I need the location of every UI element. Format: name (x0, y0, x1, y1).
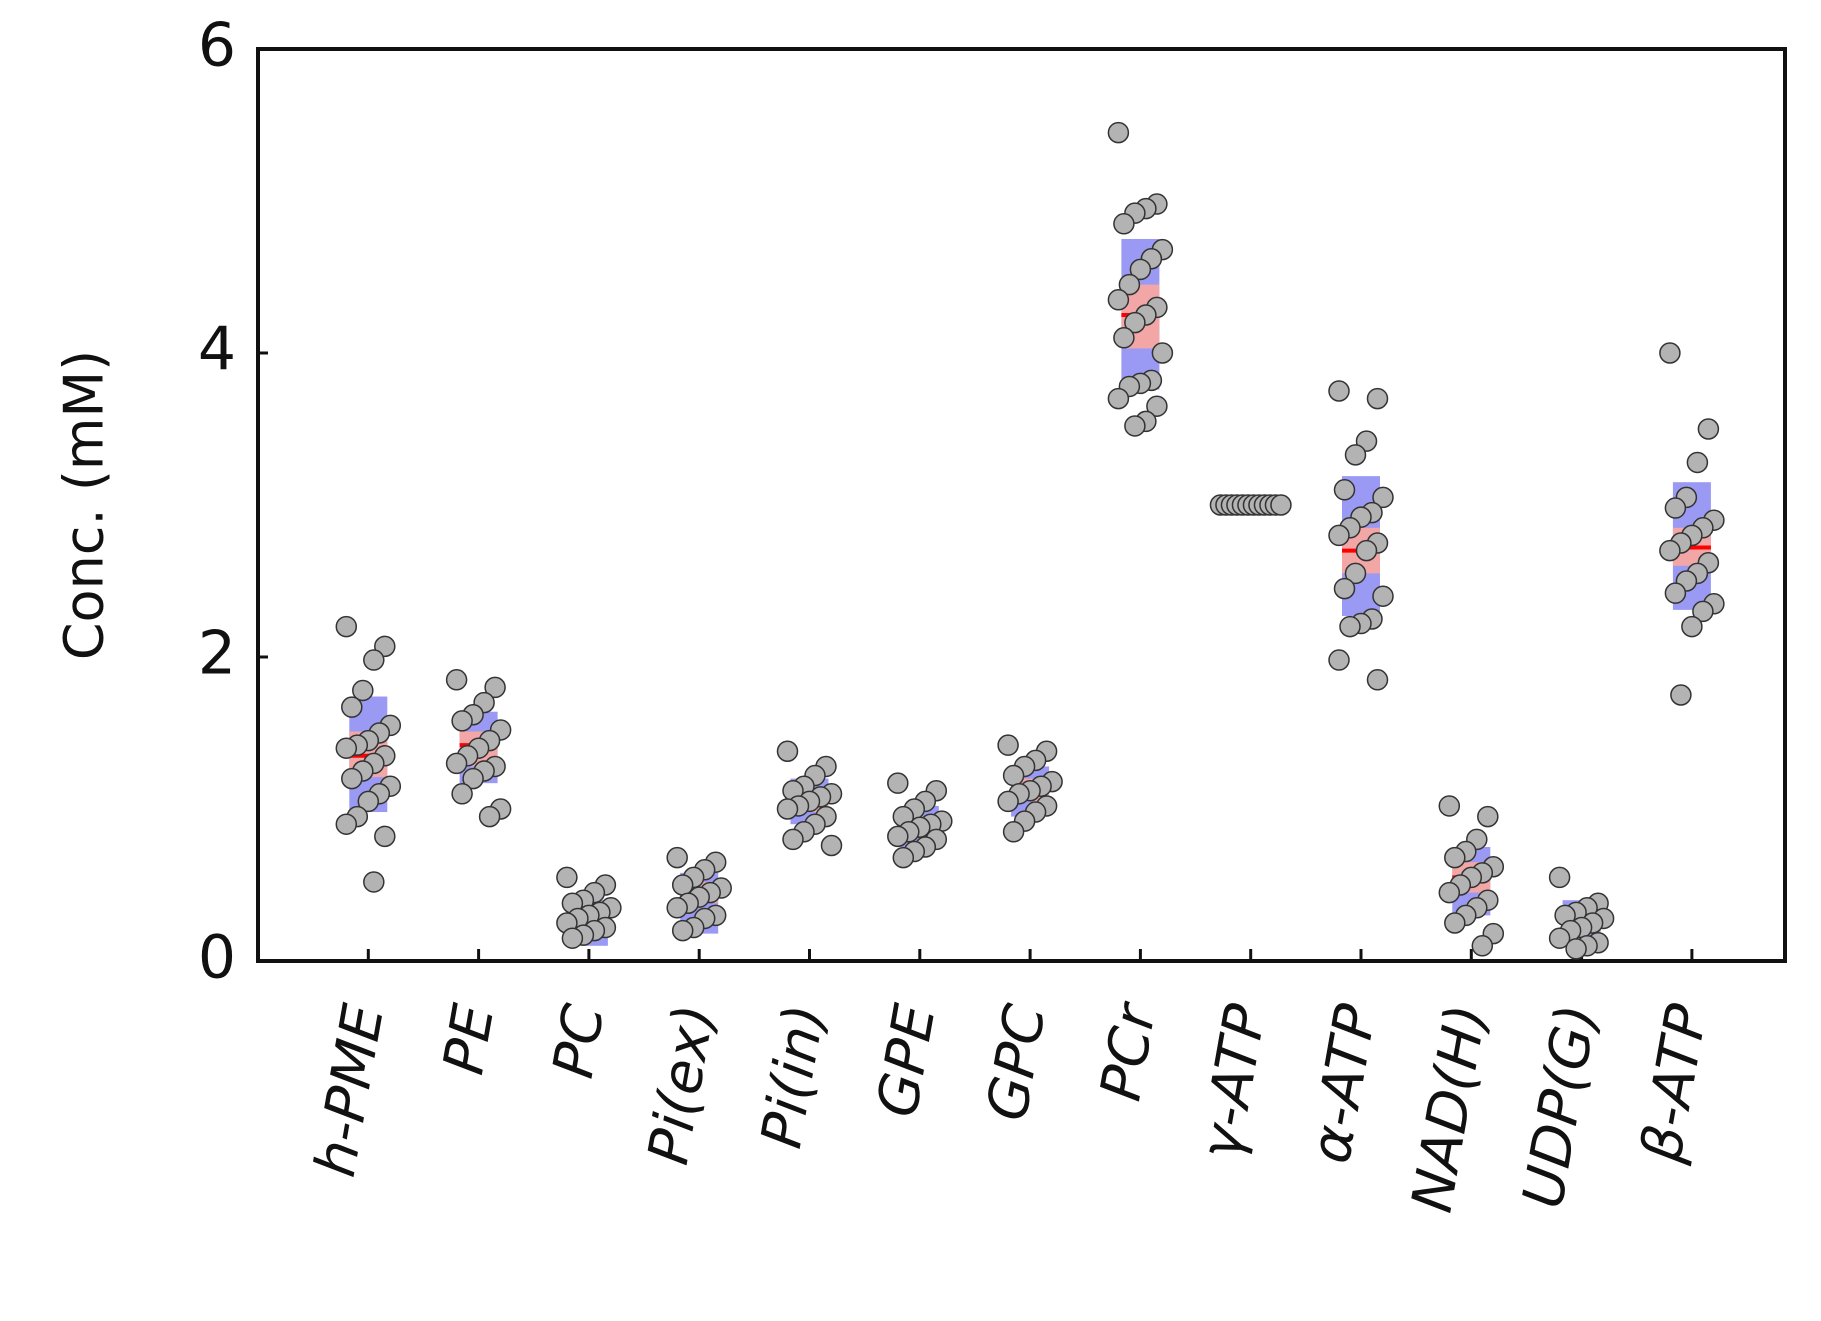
data-point (1438, 881, 1461, 904)
data-point (1107, 289, 1130, 311)
data-point (478, 805, 501, 828)
data-point (782, 828, 804, 851)
data-point (561, 927, 584, 949)
x-tick-label: GPC (975, 1000, 1059, 1126)
x-tick-label: GPE (865, 999, 949, 1122)
data-point (1344, 444, 1367, 466)
data-point (1664, 582, 1687, 604)
x-tick-label: γ-ATP (1188, 1000, 1279, 1165)
data-point (1129, 258, 1152, 281)
data-point (997, 734, 1019, 756)
plot-frame (256, 47, 1787, 963)
data-point (363, 871, 385, 893)
x-tick-label: β-ATP (1629, 1000, 1721, 1168)
data-point (1355, 539, 1378, 562)
data-point (1113, 213, 1135, 235)
data-point (1548, 866, 1571, 889)
y-tick-label: 0 (198, 923, 236, 993)
data-point (462, 767, 484, 790)
data-point (671, 874, 694, 896)
data-point (484, 676, 506, 699)
x-tick-label: Pi(ex) (636, 1000, 728, 1169)
data-point (1328, 524, 1350, 547)
data-point (1333, 577, 1356, 600)
data-point (1002, 764, 1025, 787)
data-point (1659, 539, 1681, 562)
x-tick-label: UDP(G) (1511, 1000, 1611, 1213)
data-point (671, 919, 694, 942)
data-point (1366, 669, 1389, 691)
data-point (1002, 821, 1025, 843)
data-point (820, 834, 843, 857)
data-point (1372, 486, 1394, 509)
data-point (887, 772, 909, 794)
data-point (445, 752, 468, 775)
data-point (892, 846, 915, 869)
data-point (1124, 415, 1146, 437)
x-tick-label: PE (431, 999, 507, 1079)
data-point (1659, 342, 1681, 364)
data-point (341, 696, 363, 718)
data-point (1681, 615, 1703, 638)
data-point (1477, 805, 1499, 828)
data-point (335, 615, 358, 638)
data-point (1444, 846, 1466, 869)
data-point (335, 813, 358, 835)
data-point (666, 897, 688, 919)
data-point (1372, 585, 1394, 607)
data-point (1107, 387, 1130, 410)
data-point (451, 783, 473, 805)
data-point (1118, 273, 1141, 296)
data-point (357, 790, 380, 813)
data-point (556, 866, 578, 889)
data-point (1270, 494, 1292, 516)
data-point (776, 740, 799, 762)
data-point (1438, 795, 1461, 817)
data-point (352, 679, 374, 702)
x-tick-label: h-PME (303, 999, 397, 1181)
data-point (335, 737, 358, 759)
data-point (1339, 615, 1361, 638)
data-point (1697, 418, 1720, 440)
data-point (1113, 327, 1135, 349)
data-point (1548, 927, 1571, 949)
y-tick-label: 4 (198, 315, 236, 385)
data-point (341, 767, 363, 790)
data-point (1471, 935, 1494, 957)
data-point (1366, 387, 1389, 410)
data-point (374, 825, 396, 848)
data-point (445, 669, 468, 691)
data-point (1151, 342, 1174, 364)
data-point (887, 825, 909, 848)
y-tick-label: 2 (198, 619, 236, 689)
y-tick-label: 6 (198, 11, 236, 81)
x-tick-label: PC (541, 1000, 618, 1083)
data-point (1686, 451, 1709, 474)
data-point (1146, 395, 1168, 417)
data-point (1692, 600, 1714, 623)
data-point (1344, 562, 1367, 585)
x-tick-label: PCr (1088, 997, 1169, 1106)
data-point (451, 710, 473, 732)
x-tick-label: Pi(in) (749, 1000, 838, 1153)
y-axis-label: Conc. (mM) (53, 350, 116, 660)
data-point (363, 649, 385, 671)
data-point (997, 790, 1019, 813)
data-point (666, 846, 688, 869)
data-point (1328, 649, 1350, 671)
data-point (1107, 121, 1130, 144)
data-point (1444, 912, 1466, 934)
data-point (1664, 497, 1687, 519)
data-point (1565, 938, 1587, 960)
x-tick-label: α-ATP (1298, 1000, 1390, 1168)
data-point (1333, 479, 1356, 501)
data-point (1124, 311, 1146, 334)
x-tick-label: NAD(H) (1400, 1000, 1500, 1217)
data-point (1328, 380, 1350, 402)
data-point (776, 798, 799, 820)
data-point (1670, 684, 1692, 706)
